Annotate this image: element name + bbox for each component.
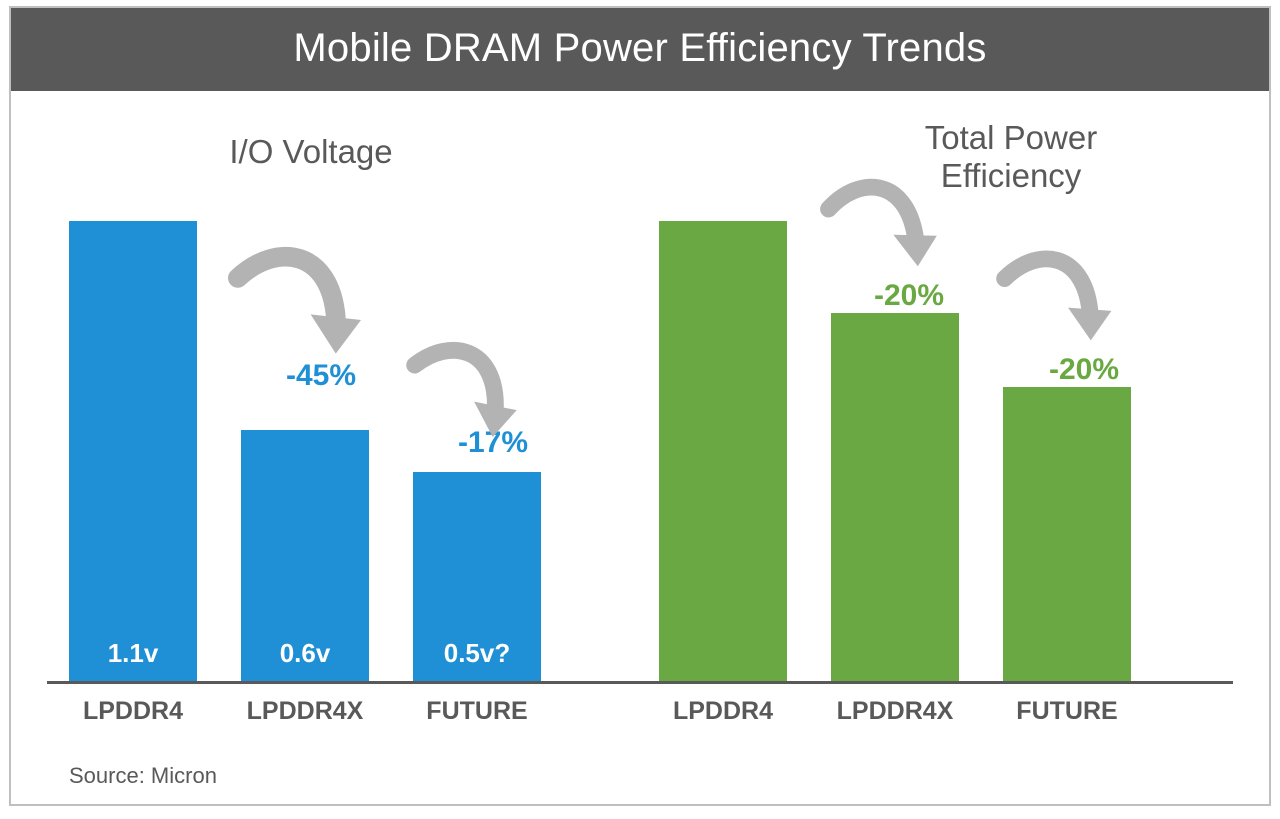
bar-value-label: 1.1v — [69, 638, 197, 669]
trend-arrow — [378, 327, 538, 460]
chart-title: Mobile DRAM Power Efficiency Trends — [11, 8, 1269, 91]
bar-tpe-lpddr4 — [659, 221, 787, 681]
x-label: LPDDR4 — [639, 697, 807, 726]
bar-tpe-lpddr4x — [831, 313, 959, 681]
bar-value-label: 0.6v — [241, 638, 369, 669]
chart-body: Source: Micron I/O Voltage 1.1v LPDDR4 0.6v… — [11, 91, 1269, 804]
x-label: LPDDR4 — [49, 697, 217, 726]
panel-subtitle-io: I/O Voltage — [161, 133, 461, 171]
trend-arrow — [796, 163, 956, 296]
trend-arrow — [211, 236, 371, 376]
chart-frame: Mobile DRAM Power Efficiency Trends Sour… — [9, 6, 1271, 806]
x-label: FUTURE — [393, 697, 561, 726]
bar-tpe-future — [1003, 387, 1131, 681]
x-axis — [47, 681, 1233, 684]
trend-arrow — [974, 238, 1128, 363]
bar-value-label: 0.5v? — [413, 638, 541, 669]
bar-io-lpddr4x: 0.6v — [241, 430, 369, 681]
bar-io-future: 0.5v? — [413, 472, 541, 681]
source-text: Source: Micron — [69, 763, 217, 789]
bar-io-lpddr4: 1.1v — [69, 221, 197, 681]
x-label: FUTURE — [983, 697, 1151, 726]
x-label: LPDDR4X — [811, 697, 979, 726]
x-label: LPDDR4X — [221, 697, 389, 726]
